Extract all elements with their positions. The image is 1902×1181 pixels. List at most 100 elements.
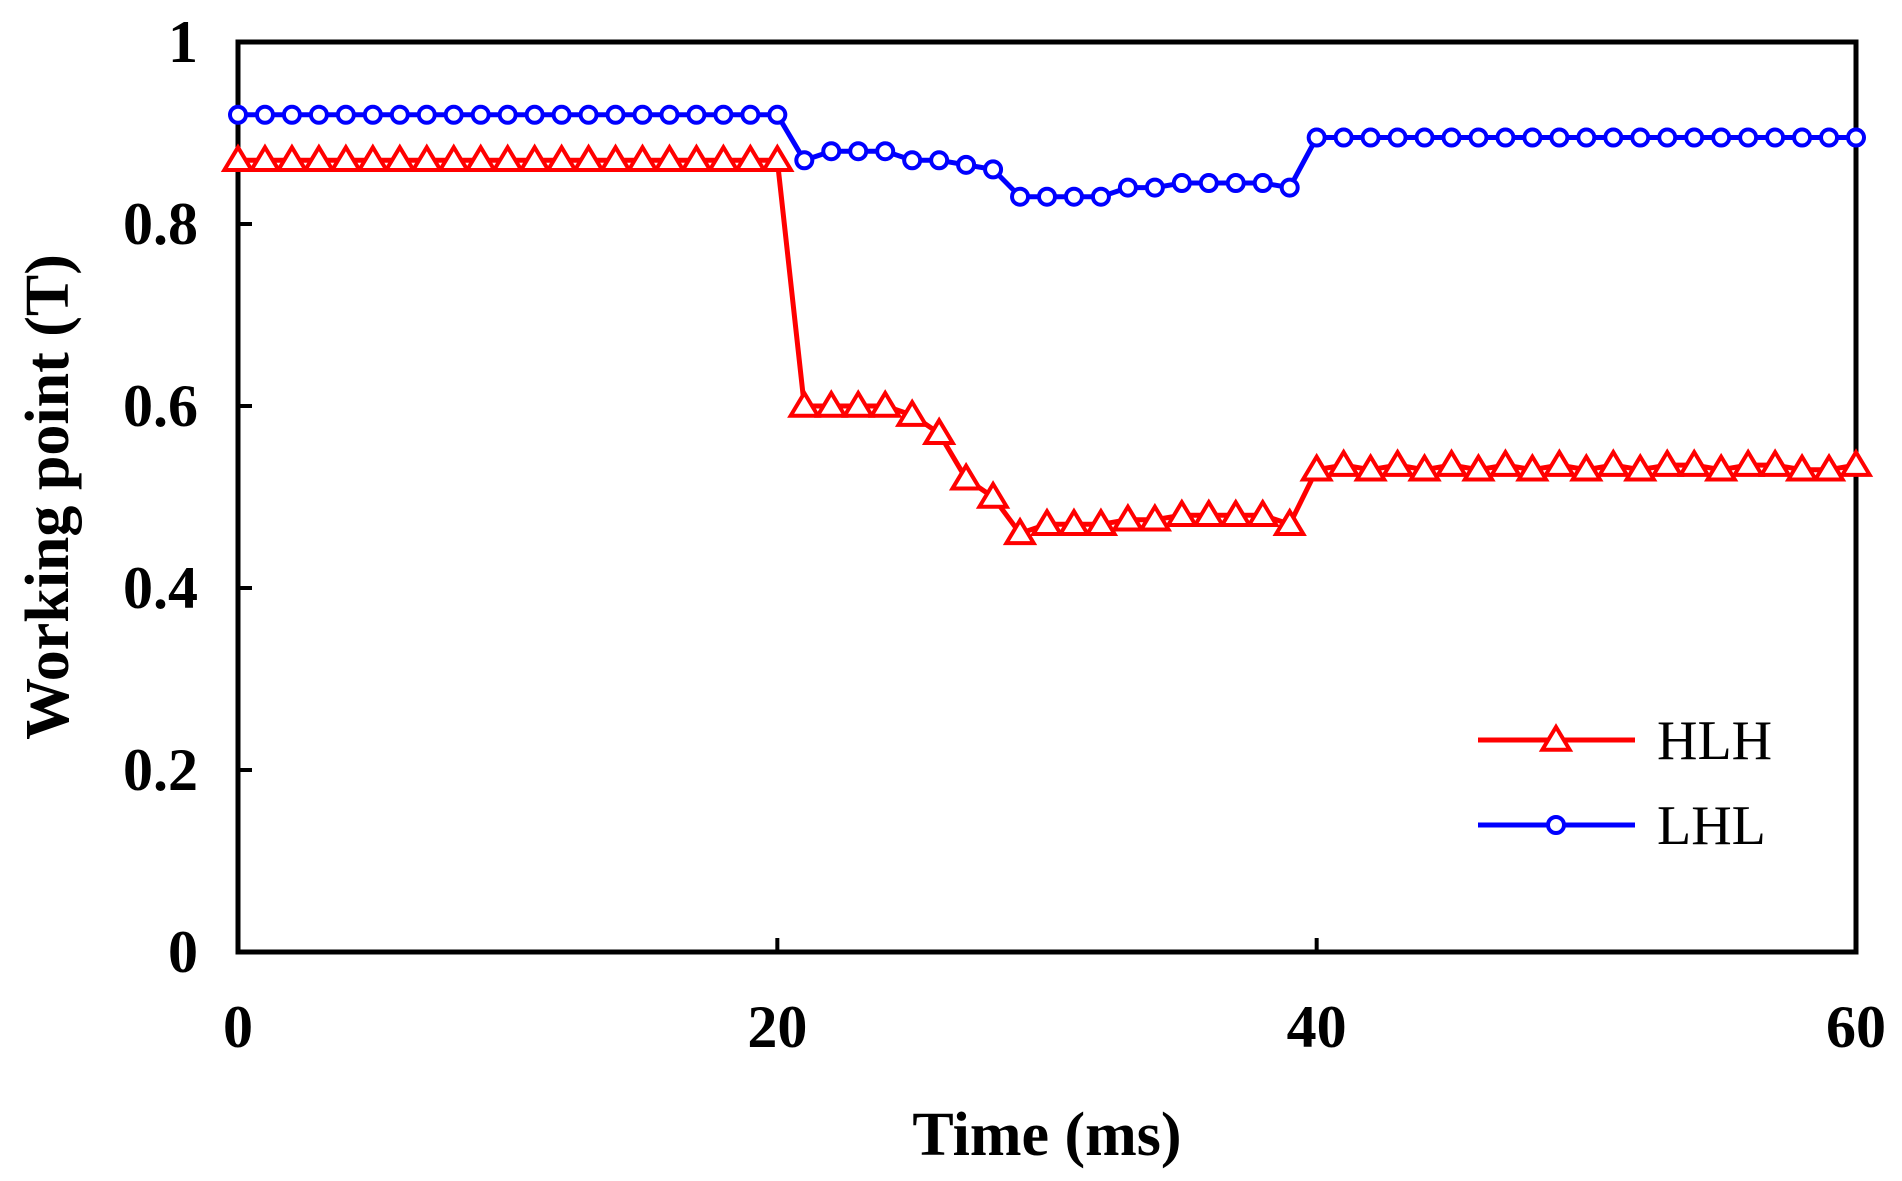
data-point-lhl <box>1549 127 1570 148</box>
x-tick-label: 60 <box>1826 994 1886 1060</box>
series-layer <box>220 104 1874 546</box>
data-point-lhl <box>848 141 869 162</box>
legend-label-lhl: LHL <box>1657 795 1766 857</box>
y-tick-label: 0.8 <box>123 191 198 257</box>
data-point-hlh <box>220 143 256 173</box>
data-point-hlh <box>760 143 795 173</box>
data-point-hlh <box>1677 448 1712 477</box>
y-axis-title: Working point (T) <box>14 254 82 740</box>
data-point-lhl <box>389 104 410 125</box>
data-point-hlh <box>490 143 525 173</box>
data-point-lhl <box>416 104 437 125</box>
data-point-hlh <box>436 143 471 173</box>
data-point-lhl <box>362 104 383 125</box>
data-point-hlh <box>328 143 364 173</box>
data-point-hlh <box>1784 452 1820 482</box>
data-point-hlh <box>948 461 984 491</box>
x-axis-title: Time (ms) <box>912 1101 1181 1169</box>
legend: HLH LHL <box>1478 710 1772 857</box>
data-point-lhl <box>1090 186 1111 207</box>
data-point-lhl <box>228 104 248 125</box>
data-point-hlh <box>571 143 606 173</box>
data-point-hlh <box>1164 498 1200 527</box>
data-point-hlh <box>1272 507 1307 537</box>
data-point-lhl <box>1387 127 1408 148</box>
data-point-lhl <box>497 104 518 125</box>
data-point-lhl <box>605 104 626 125</box>
data-point-hlh <box>706 143 741 173</box>
y-tick-label: 1 <box>168 9 198 75</box>
y-tick-label: 0.6 <box>123 373 198 439</box>
data-point-hlh <box>1703 452 1739 482</box>
data-point-hlh <box>1811 452 1847 482</box>
data-point-lhl <box>281 104 302 125</box>
data-point-hlh <box>679 143 714 173</box>
data-point-hlh <box>301 143 337 173</box>
data-point-hlh <box>355 143 391 173</box>
data-point-lhl <box>524 104 545 125</box>
data-point-lhl <box>1117 177 1138 198</box>
data-point-hlh <box>1110 502 1146 532</box>
data-point-lhl <box>1144 177 1165 198</box>
data-point-hlh <box>1137 502 1173 532</box>
data-point-lhl <box>1765 127 1786 148</box>
plot-frame <box>235 39 1859 955</box>
legend-item-hlh: HLH <box>1478 710 1772 772</box>
data-point-lhl <box>578 104 599 125</box>
data-point-hlh <box>975 480 1011 509</box>
data-point-lhl <box>1684 127 1705 148</box>
data-point-lhl <box>1846 127 1866 148</box>
y-axis: 0 0.2 0.4 0.6 0.8 1 <box>123 9 252 985</box>
data-point-hlh <box>1596 448 1631 477</box>
x-tick-label: 20 <box>747 994 807 1060</box>
y-tick-label: 0.2 <box>123 737 198 803</box>
data-point-hlh <box>1757 448 1793 477</box>
data-point-lhl <box>470 104 491 125</box>
data-point-lhl <box>1063 186 1084 207</box>
y-tick-label: 0 <box>168 919 198 985</box>
data-point-lhl <box>659 104 680 125</box>
data-point-hlh <box>1029 507 1065 537</box>
data-point-hlh <box>1434 448 1469 477</box>
series-hlh <box>220 143 1874 546</box>
data-point-hlh <box>1569 452 1604 482</box>
data-point-lhl <box>1198 173 1219 194</box>
data-point-lhl <box>1792 127 1813 148</box>
data-point-hlh <box>1056 507 1092 537</box>
data-point-hlh <box>409 143 444 173</box>
data-point-lhl <box>632 104 653 125</box>
data-point-lhl <box>1252 173 1273 194</box>
data-point-lhl <box>821 141 842 162</box>
data-point-lhl <box>686 104 707 125</box>
data-point-lhl <box>1468 127 1489 148</box>
data-point-hlh <box>1838 448 1874 477</box>
data-point-hlh <box>1650 448 1685 477</box>
data-point-hlh <box>787 389 822 418</box>
data-point-lhl <box>875 141 896 162</box>
data-point-hlh <box>1299 452 1334 482</box>
data-point-hlh <box>1002 516 1038 546</box>
data-point-lhl <box>983 159 1004 180</box>
y-tick-label: 0.4 <box>123 555 198 621</box>
data-point-lhl <box>767 104 788 125</box>
legend-item-lhl: LHL <box>1478 795 1766 857</box>
data-point-hlh <box>1488 448 1523 477</box>
x-tick-label: 40 <box>1287 994 1347 1060</box>
data-point-hlh <box>1380 448 1415 477</box>
data-point-hlh <box>1542 448 1577 477</box>
data-point-lhl <box>1711 127 1732 148</box>
data-point-lhl <box>1819 127 1840 148</box>
series-lhl <box>228 104 1866 207</box>
data-point-hlh <box>814 389 849 418</box>
data-point-hlh <box>1407 452 1442 482</box>
data-point-lhl <box>1657 127 1678 148</box>
data-point-hlh <box>1623 452 1658 482</box>
x-tick-label: 0 <box>223 994 253 1060</box>
data-point-hlh <box>652 143 687 173</box>
legend-marker-lhl <box>1546 815 1566 835</box>
data-point-lhl <box>254 104 275 125</box>
data-point-lhl <box>1171 173 1192 194</box>
data-point-lhl <box>1495 127 1516 148</box>
data-point-lhl <box>1279 177 1300 198</box>
legend-label-hlh: HLH <box>1657 710 1772 772</box>
